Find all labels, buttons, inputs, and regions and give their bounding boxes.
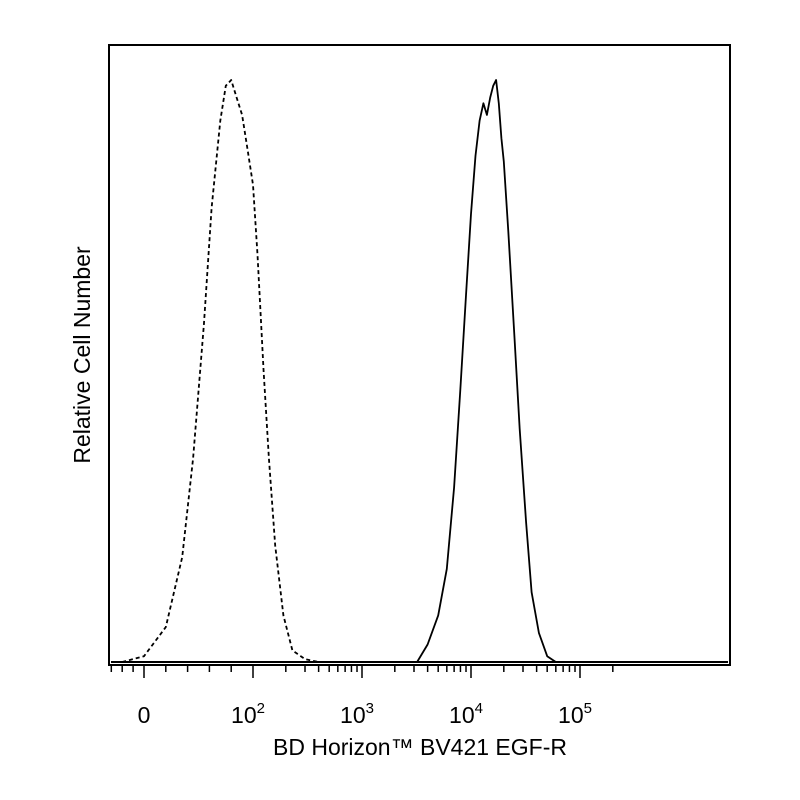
plot-frame xyxy=(108,44,731,666)
x-tick-label: 104 xyxy=(449,700,483,728)
x-axis-label: BD Horizon™ BV421 EGF-R xyxy=(273,734,567,760)
x-tick-label: 105 xyxy=(558,700,592,728)
x-tick-label: 102 xyxy=(231,700,265,728)
egfr-stained-curve xyxy=(416,79,557,663)
y-axis-label: Relative Cell Number xyxy=(69,246,95,464)
isotype-control-curve xyxy=(121,79,330,663)
series-layer xyxy=(111,79,728,663)
x-axis: 0 102 103 104 105 xyxy=(110,665,614,728)
x-tick-label: 0 xyxy=(138,702,151,728)
x-tick-label: 103 xyxy=(340,700,374,728)
